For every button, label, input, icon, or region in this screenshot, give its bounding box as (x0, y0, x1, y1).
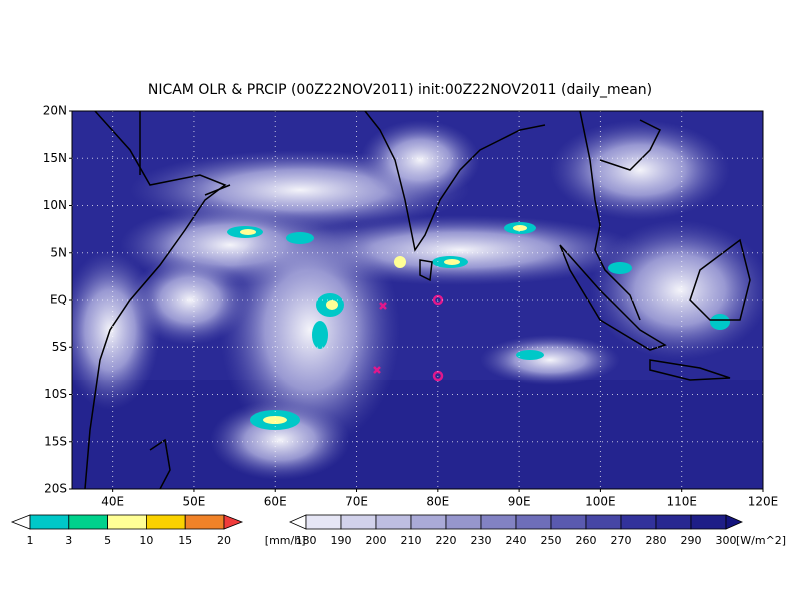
colorbar-label: 15 (178, 534, 192, 547)
lat-label: 10S (44, 387, 67, 401)
colorbar-unit: [mm/h] (265, 534, 306, 547)
colorbar-arrow (223, 514, 244, 530)
colorbar-box (620, 514, 657, 530)
colorbar-box (340, 514, 377, 530)
colorbar-label: 190 (331, 534, 352, 547)
colorbar-label: 250 (541, 534, 562, 547)
colorbar-box (585, 514, 622, 530)
lat-label: 20S (44, 482, 67, 496)
colorbar-box (184, 514, 225, 530)
colorbar-label: 20 (217, 534, 231, 547)
lat-label: EQ (50, 293, 67, 307)
colorbar-label: 220 (436, 534, 457, 547)
lon-label: 90E (508, 495, 531, 509)
colorbar-label: 5 (104, 534, 111, 547)
colorbar-label: 3 (65, 534, 72, 547)
colorbar: 1 3 5 10 15 20 [mm/h] (10, 514, 306, 547)
lon-label: 80E (426, 495, 449, 509)
colorbar-label: 240 (506, 534, 527, 547)
map-title: NICAM OLR & PRCIP (00Z22NOV2011) init:00… (148, 82, 652, 98)
colorbar-box (550, 514, 587, 530)
colorbar-box (68, 514, 109, 530)
colorbar-arrow (289, 514, 307, 530)
colorbar-box (305, 514, 342, 530)
map-field (72, 111, 763, 489)
lat-label: 5N (50, 245, 67, 259)
colorbar-box (655, 514, 692, 530)
lon-label: 100E (585, 495, 616, 509)
colorbar-box (515, 514, 552, 530)
colorbar-arrow (725, 514, 743, 530)
lon-label: 110E (666, 495, 697, 509)
lat-label: 5S (52, 340, 67, 354)
lon-label: 50E (183, 495, 206, 509)
colorbar-box (410, 514, 447, 530)
colorbar-box (690, 514, 727, 530)
colorbar: 180 190 200 210 220 230 240 250 260 270 280 290 300[… (289, 514, 786, 547)
lon-label: 70E (345, 495, 368, 509)
colorbar-label: 180 (296, 534, 317, 547)
colorbar-box (145, 514, 186, 530)
graticule (72, 111, 763, 489)
colorbar-label: 200 (366, 534, 387, 547)
lon-label: 120E (748, 495, 779, 509)
colorbar-box (445, 514, 482, 530)
colorbar-arrow (10, 514, 31, 530)
lon-label: 40E (101, 495, 124, 509)
colorbar-label: 290 (681, 534, 702, 547)
colorbar-label: 270 (611, 534, 632, 547)
colorbar-label: 260 (576, 534, 597, 547)
colorbar-box (375, 514, 412, 530)
colorbar-label: 10 (139, 534, 153, 547)
lat-label: 10N (43, 198, 67, 212)
colorbar-label: 1 (27, 534, 34, 547)
colorbar-label: 230 (471, 534, 492, 547)
colorbar-box (107, 514, 147, 530)
colorbar-label: 210 (401, 534, 422, 547)
colorbar-label: 280 (646, 534, 667, 547)
colorbar-box (480, 514, 517, 530)
colorbar-box (29, 514, 70, 530)
lat-label: 15N (43, 151, 67, 165)
colorbar-label: 300 (716, 534, 737, 547)
coastlines (84, 111, 751, 489)
lat-label: 20N (43, 104, 67, 118)
lon-label: 60E (264, 495, 287, 509)
lat-label: 15S (44, 434, 67, 448)
colorbar-unit: [W/m^2] (736, 534, 786, 547)
